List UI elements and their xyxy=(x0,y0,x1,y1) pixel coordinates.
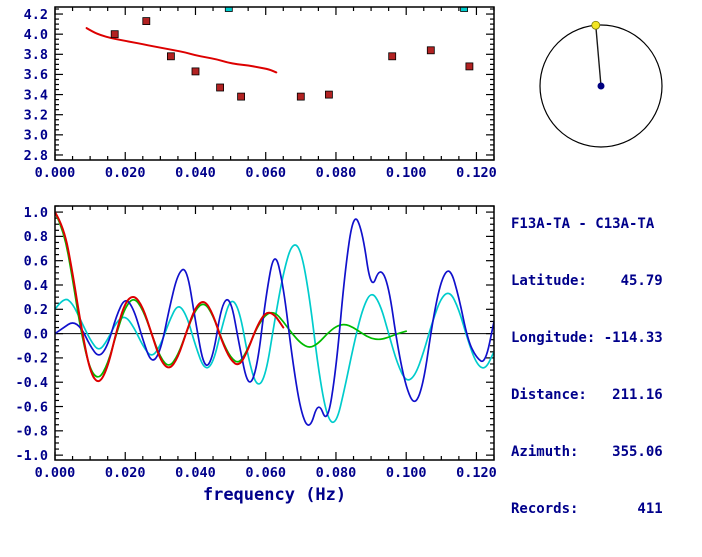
y-tick-label: 2.8 xyxy=(24,148,48,164)
y-tick-label: -0.2 xyxy=(15,351,48,367)
waveform-blue xyxy=(55,218,494,426)
x-axis-title: frequency (Hz) xyxy=(203,485,346,505)
waveforms-chart: 0.000 0.020 0.040 0.060 0.080 0.100 0.120 -1.0 -… xyxy=(15,205,496,505)
y-tick-label: 4.2 xyxy=(24,7,48,23)
station-info-panel: F13A-TA - C13A-TA Latitude: 45.79 Longit… xyxy=(511,177,663,557)
y-tick-label: 3.2 xyxy=(24,108,48,124)
station-pair-label: F13A-TA - C13A-TA xyxy=(511,216,655,232)
azimuth-compass xyxy=(539,20,663,148)
y-tick-label: -0.8 xyxy=(15,424,48,440)
x-tick-label: 0.080 xyxy=(316,165,357,181)
velocity-measurements xyxy=(110,17,474,101)
distance-line: Distance: 211.16 xyxy=(511,387,663,403)
x-tick-label: 0.060 xyxy=(245,465,286,481)
plot-frame xyxy=(54,205,495,461)
x-tick-label: 0.060 xyxy=(245,165,286,181)
reference-dispersion-curve xyxy=(85,27,278,74)
waveform-red-filtered xyxy=(55,211,285,383)
y-tick-label: 3.6 xyxy=(24,67,48,83)
x-tick-label: 0.040 xyxy=(175,165,216,181)
x-tick-label: 0.040 xyxy=(175,465,216,481)
x-tick-label: 0.120 xyxy=(456,465,497,481)
x-tick-label: 0.120 xyxy=(456,165,497,181)
azimuth-line: Azimuth: 355.06 xyxy=(511,444,663,460)
y-tick-label: 0.6 xyxy=(24,253,48,269)
plot-frame xyxy=(54,6,495,161)
y-tick-label: 3.0 xyxy=(24,128,48,144)
y-tick-label: -0.4 xyxy=(15,375,48,391)
y-tick-label: 0.4 xyxy=(24,278,48,294)
flagged-measurements xyxy=(224,7,469,12)
waveform-green xyxy=(55,211,408,378)
x-tick-label: 0.100 xyxy=(386,465,427,481)
azimuth-endpoint-dot xyxy=(591,20,601,30)
y-tick-label: 1.0 xyxy=(24,205,48,221)
x-tick-label: 0.000 xyxy=(35,165,76,181)
y-tick-label: -1.0 xyxy=(15,448,48,464)
x-tick-label: 0.100 xyxy=(386,165,427,181)
azimuth-needle xyxy=(595,25,602,87)
y-tick-label: -0.6 xyxy=(15,399,48,415)
y-tick-label: 0.8 xyxy=(24,229,48,245)
x-tick-label: 0.000 xyxy=(35,465,76,481)
records-line: Records: 411 xyxy=(511,501,663,517)
x-tick-label: 0.080 xyxy=(316,465,357,481)
x-tick-label: 0.020 xyxy=(105,465,146,481)
y-tick-label: 3.8 xyxy=(24,47,48,63)
dispersion-viewer: 0.000 0.020 0.040 0.060 0.080 0.100 0.120 2.8 3.… xyxy=(15,6,663,517)
compass-circle xyxy=(539,24,663,148)
dispersion-chart: 0.000 0.020 0.040 0.060 0.080 0.100 0.120 2.8 3.… xyxy=(24,6,497,181)
y-tick-label: 0.2 xyxy=(24,302,48,318)
compass-center-dot xyxy=(597,82,605,90)
longitude-line: Longitude: -114.33 xyxy=(511,330,663,346)
y-tick-label: 4.0 xyxy=(24,27,48,43)
waveform-cyan xyxy=(55,244,494,424)
y-tick-label: 0.0 xyxy=(24,326,48,342)
latitude-line: Latitude: 45.79 xyxy=(511,273,663,289)
plots-canvas: 0.000 0.020 0.040 0.060 0.080 0.100 0.120 2.8 3.… xyxy=(15,6,663,505)
y-tick-label: 3.4 xyxy=(24,87,48,103)
x-tick-label: 0.020 xyxy=(105,165,146,181)
